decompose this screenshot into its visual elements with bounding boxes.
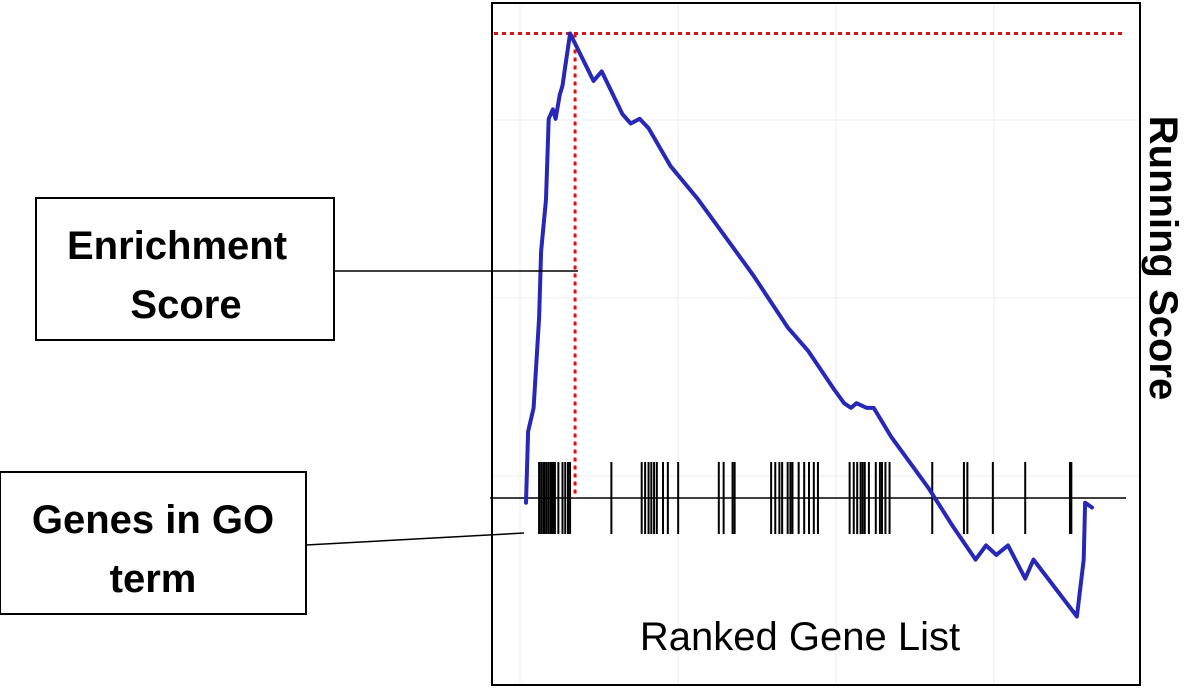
genes-in-go-term-label-line2: term [110, 557, 197, 601]
enrichment-score-label-line2: Score [130, 283, 241, 327]
x-axis-label: Ranked Gene List [640, 615, 960, 659]
genes-in-go-term-annotation: Genes in GO term [0, 471, 525, 615]
genes-in-go-term-leader [305, 532, 525, 546]
genes-in-go-term-box [0, 471, 307, 615]
gene-hit-ticks [538, 462, 1073, 534]
enrichment-score-box [35, 197, 335, 341]
plot-panel [491, 2, 1141, 686]
enrichment-score-annotation: Enrichment Score [35, 197, 578, 341]
running-score-curve [524, 31, 1094, 619]
max-enrichment-markers [494, 31, 1126, 498]
running-score-line [524, 31, 1094, 619]
grid-lines [494, 5, 1138, 683]
enrichment-score-label-line1: Enrichment [67, 224, 287, 268]
y-axis-label: Running Score [1141, 116, 1185, 400]
genes-in-go-term-label-line1: Genes in GO [32, 498, 274, 542]
